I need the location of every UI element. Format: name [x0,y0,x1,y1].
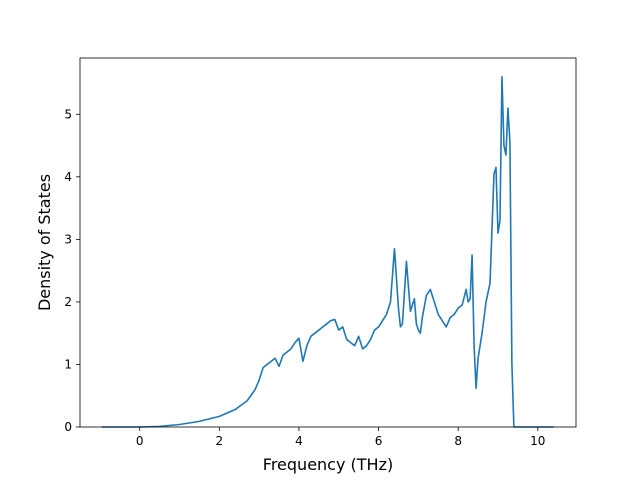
x-tick-label: 6 [375,434,383,448]
series-line-0 [101,75,554,428]
x-axis-ticks: 0 2 4 6 8 10 [136,427,545,448]
x-tick-label: 0 [136,434,144,448]
y-axis-label: Density of States [35,174,54,311]
y-tick-label: 5 [64,107,72,121]
y-axis-ticks: 0 1 2 3 4 5 [64,107,80,434]
axes-frame [79,57,577,428]
x-tick-label: 8 [454,434,462,448]
x-tick-label: 4 [295,434,303,448]
y-tick-label: 0 [64,420,72,434]
x-tick-label: 10 [530,434,545,448]
y-tick-label: 1 [64,357,72,371]
y-tick-label: 4 [64,170,72,184]
x-tick-label: 2 [216,434,224,448]
x-axis-label: Frequency (THz) [263,455,393,474]
y-tick-label: 3 [64,232,72,246]
y-tick-label: 2 [64,295,72,309]
plot-area [101,75,554,428]
